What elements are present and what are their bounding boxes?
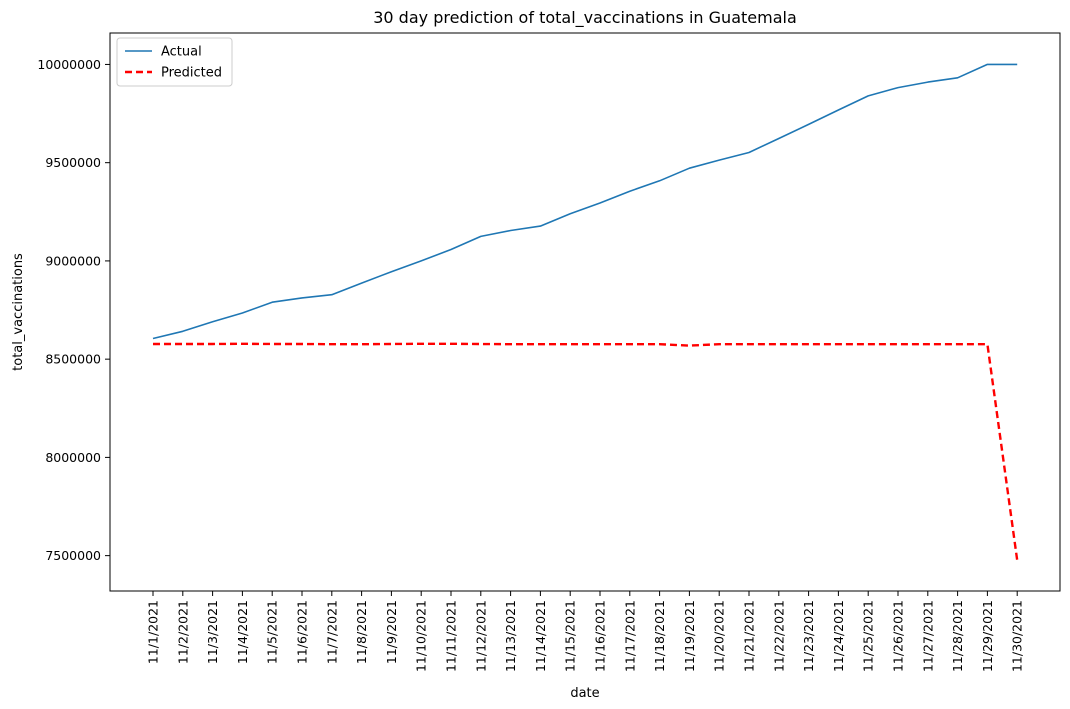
x-tick-label: 11/15/2021 — [563, 600, 578, 672]
x-tick-label: 11/20/2021 — [712, 600, 727, 672]
x-tick-label: 11/1/2021 — [146, 600, 161, 664]
x-tick-label: 11/23/2021 — [801, 600, 816, 672]
x-tick-label: 11/19/2021 — [682, 600, 697, 672]
x-tick-label: 11/3/2021 — [205, 600, 220, 664]
x-tick-label: 11/8/2021 — [354, 600, 369, 664]
y-axis: 7500000 8000000 8500000 9000000 9500000 10000… — [37, 57, 110, 563]
x-tick-label: 11/9/2021 — [384, 600, 399, 664]
x-tick-label: 11/6/2021 — [295, 600, 310, 664]
x-tick-label: 11/28/2021 — [950, 600, 965, 672]
x-tick-label: 11/16/2021 — [593, 600, 608, 672]
y-axis-label: total_vaccinations — [11, 253, 26, 371]
legend-label-actual: Actual — [161, 45, 202, 60]
series-layer — [152, 63, 1019, 561]
legend: Actual Predicted — [116, 37, 233, 87]
x-axis-label: date — [570, 686, 599, 701]
x-tick-label: 11/5/2021 — [265, 600, 280, 664]
x-tick-label: 11/14/2021 — [533, 600, 548, 672]
x-tick-label: 11/7/2021 — [324, 600, 339, 664]
x-tick-label: 11/29/2021 — [980, 600, 995, 672]
chart-title: 30 day prediction of total_vaccinations … — [373, 8, 797, 28]
y-tick-label: 8000000 — [45, 450, 101, 465]
legend-box — [116, 37, 233, 87]
x-tick-label: 11/17/2021 — [622, 600, 637, 672]
y-tick-label: 7500000 — [45, 548, 101, 563]
x-tick-label: 11/24/2021 — [831, 600, 846, 672]
x-tick-label: 11/26/2021 — [891, 600, 906, 672]
legend-label-predicted: Predicted — [161, 66, 222, 81]
series-line-actual — [152, 63, 1018, 340]
y-tick-label: 9000000 — [45, 253, 101, 268]
x-tick-label: 11/22/2021 — [771, 600, 786, 672]
x-tick-label: 11/2/2021 — [175, 600, 190, 664]
x-tick-label: 11/13/2021 — [503, 600, 518, 672]
x-tick-label: 11/18/2021 — [652, 600, 667, 672]
x-tick-label: 11/4/2021 — [235, 600, 250, 664]
series-line-predicted — [153, 342, 1019, 561]
x-tick-label: 11/25/2021 — [861, 600, 876, 672]
x-tick-label: 11/30/2021 — [1010, 600, 1025, 672]
x-tick-label: 11/27/2021 — [920, 600, 935, 672]
y-tick-label: 9500000 — [45, 155, 101, 170]
x-axis: 11/1/2021 11/2/2021 11/3/2021 11/4/2021 11/5… — [146, 591, 1025, 672]
x-tick-label: 11/11/2021 — [444, 600, 459, 672]
y-tick-label: 10000000 — [37, 57, 101, 72]
plot-area — [109, 32, 1061, 592]
y-tick-label: 8500000 — [45, 352, 101, 367]
x-tick-label: 11/21/2021 — [742, 600, 757, 672]
x-tick-label: 11/12/2021 — [473, 600, 488, 672]
x-tick-label: 11/10/2021 — [414, 600, 429, 672]
